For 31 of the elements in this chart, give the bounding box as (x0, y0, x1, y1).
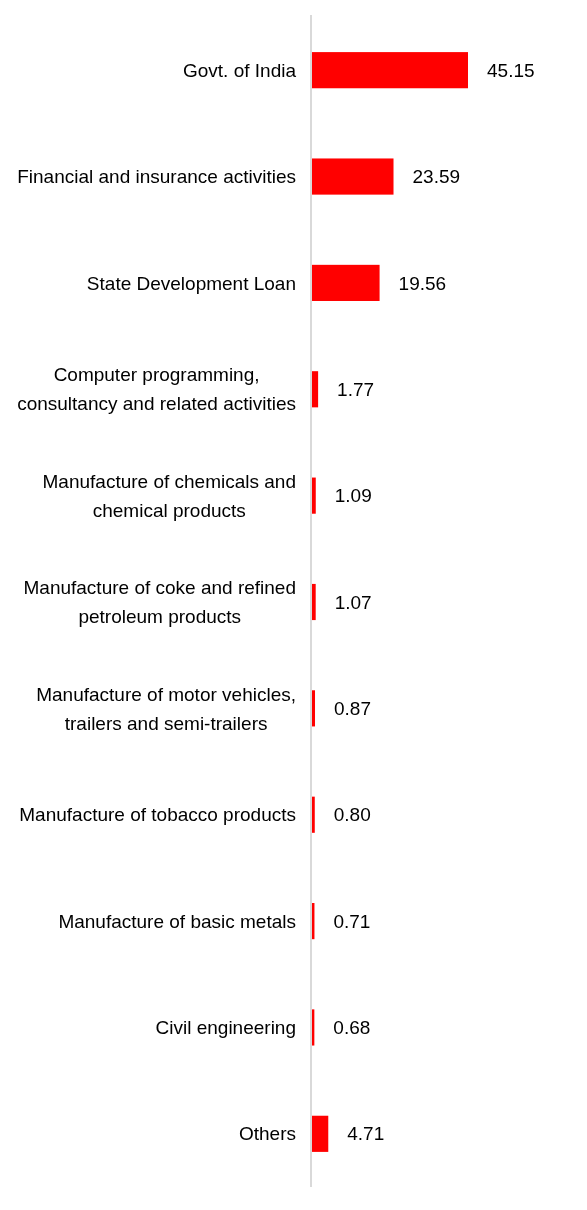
data-label: 45.15 (487, 59, 535, 81)
bar (312, 52, 468, 89)
data-label: 0.68 (333, 1017, 371, 1039)
bar (312, 264, 380, 301)
y-tick-label: Computer programming, consultancy and related activities (17, 364, 296, 415)
bar (312, 371, 319, 408)
y-tick-label: Manufacture of coke and refined petroleum products (23, 577, 296, 628)
y-tick-label: Others (238, 1123, 296, 1145)
data-label: 4.71 (347, 1123, 385, 1145)
y-tick-label: Govt. of India (182, 59, 297, 81)
data-label: 0.71 (333, 910, 371, 932)
bar (312, 583, 316, 621)
data-label: 23.59 (412, 166, 461, 188)
y-tick-label: Manufacture of motor vehicles, trailers and semi-trailers (36, 683, 296, 734)
bar (312, 690, 316, 727)
y-tick-label: Manufacture of tobacco products (19, 804, 296, 826)
y-tick-label: Manufacture of chemicals and chemical products (42, 470, 296, 521)
y-tick-label: State Development Loan (86, 272, 296, 294)
bar (312, 477, 316, 514)
data-label: 1.07 (334, 591, 372, 613)
data-label: 1.09 (334, 485, 372, 507)
bar (312, 796, 315, 833)
bar (312, 158, 394, 195)
y-tick-label: Civil engineering (155, 1017, 296, 1039)
data-label: 0.87 (334, 698, 371, 720)
data-label: 19.56 (398, 272, 447, 294)
data-label: 1.77 (337, 378, 375, 400)
bar (312, 1115, 329, 1152)
y-tick-label: Financial and insurance activities (17, 166, 296, 188)
y-tick-label: Manufacture of basic metals (58, 910, 296, 932)
data-label: 0.80 (333, 804, 371, 826)
